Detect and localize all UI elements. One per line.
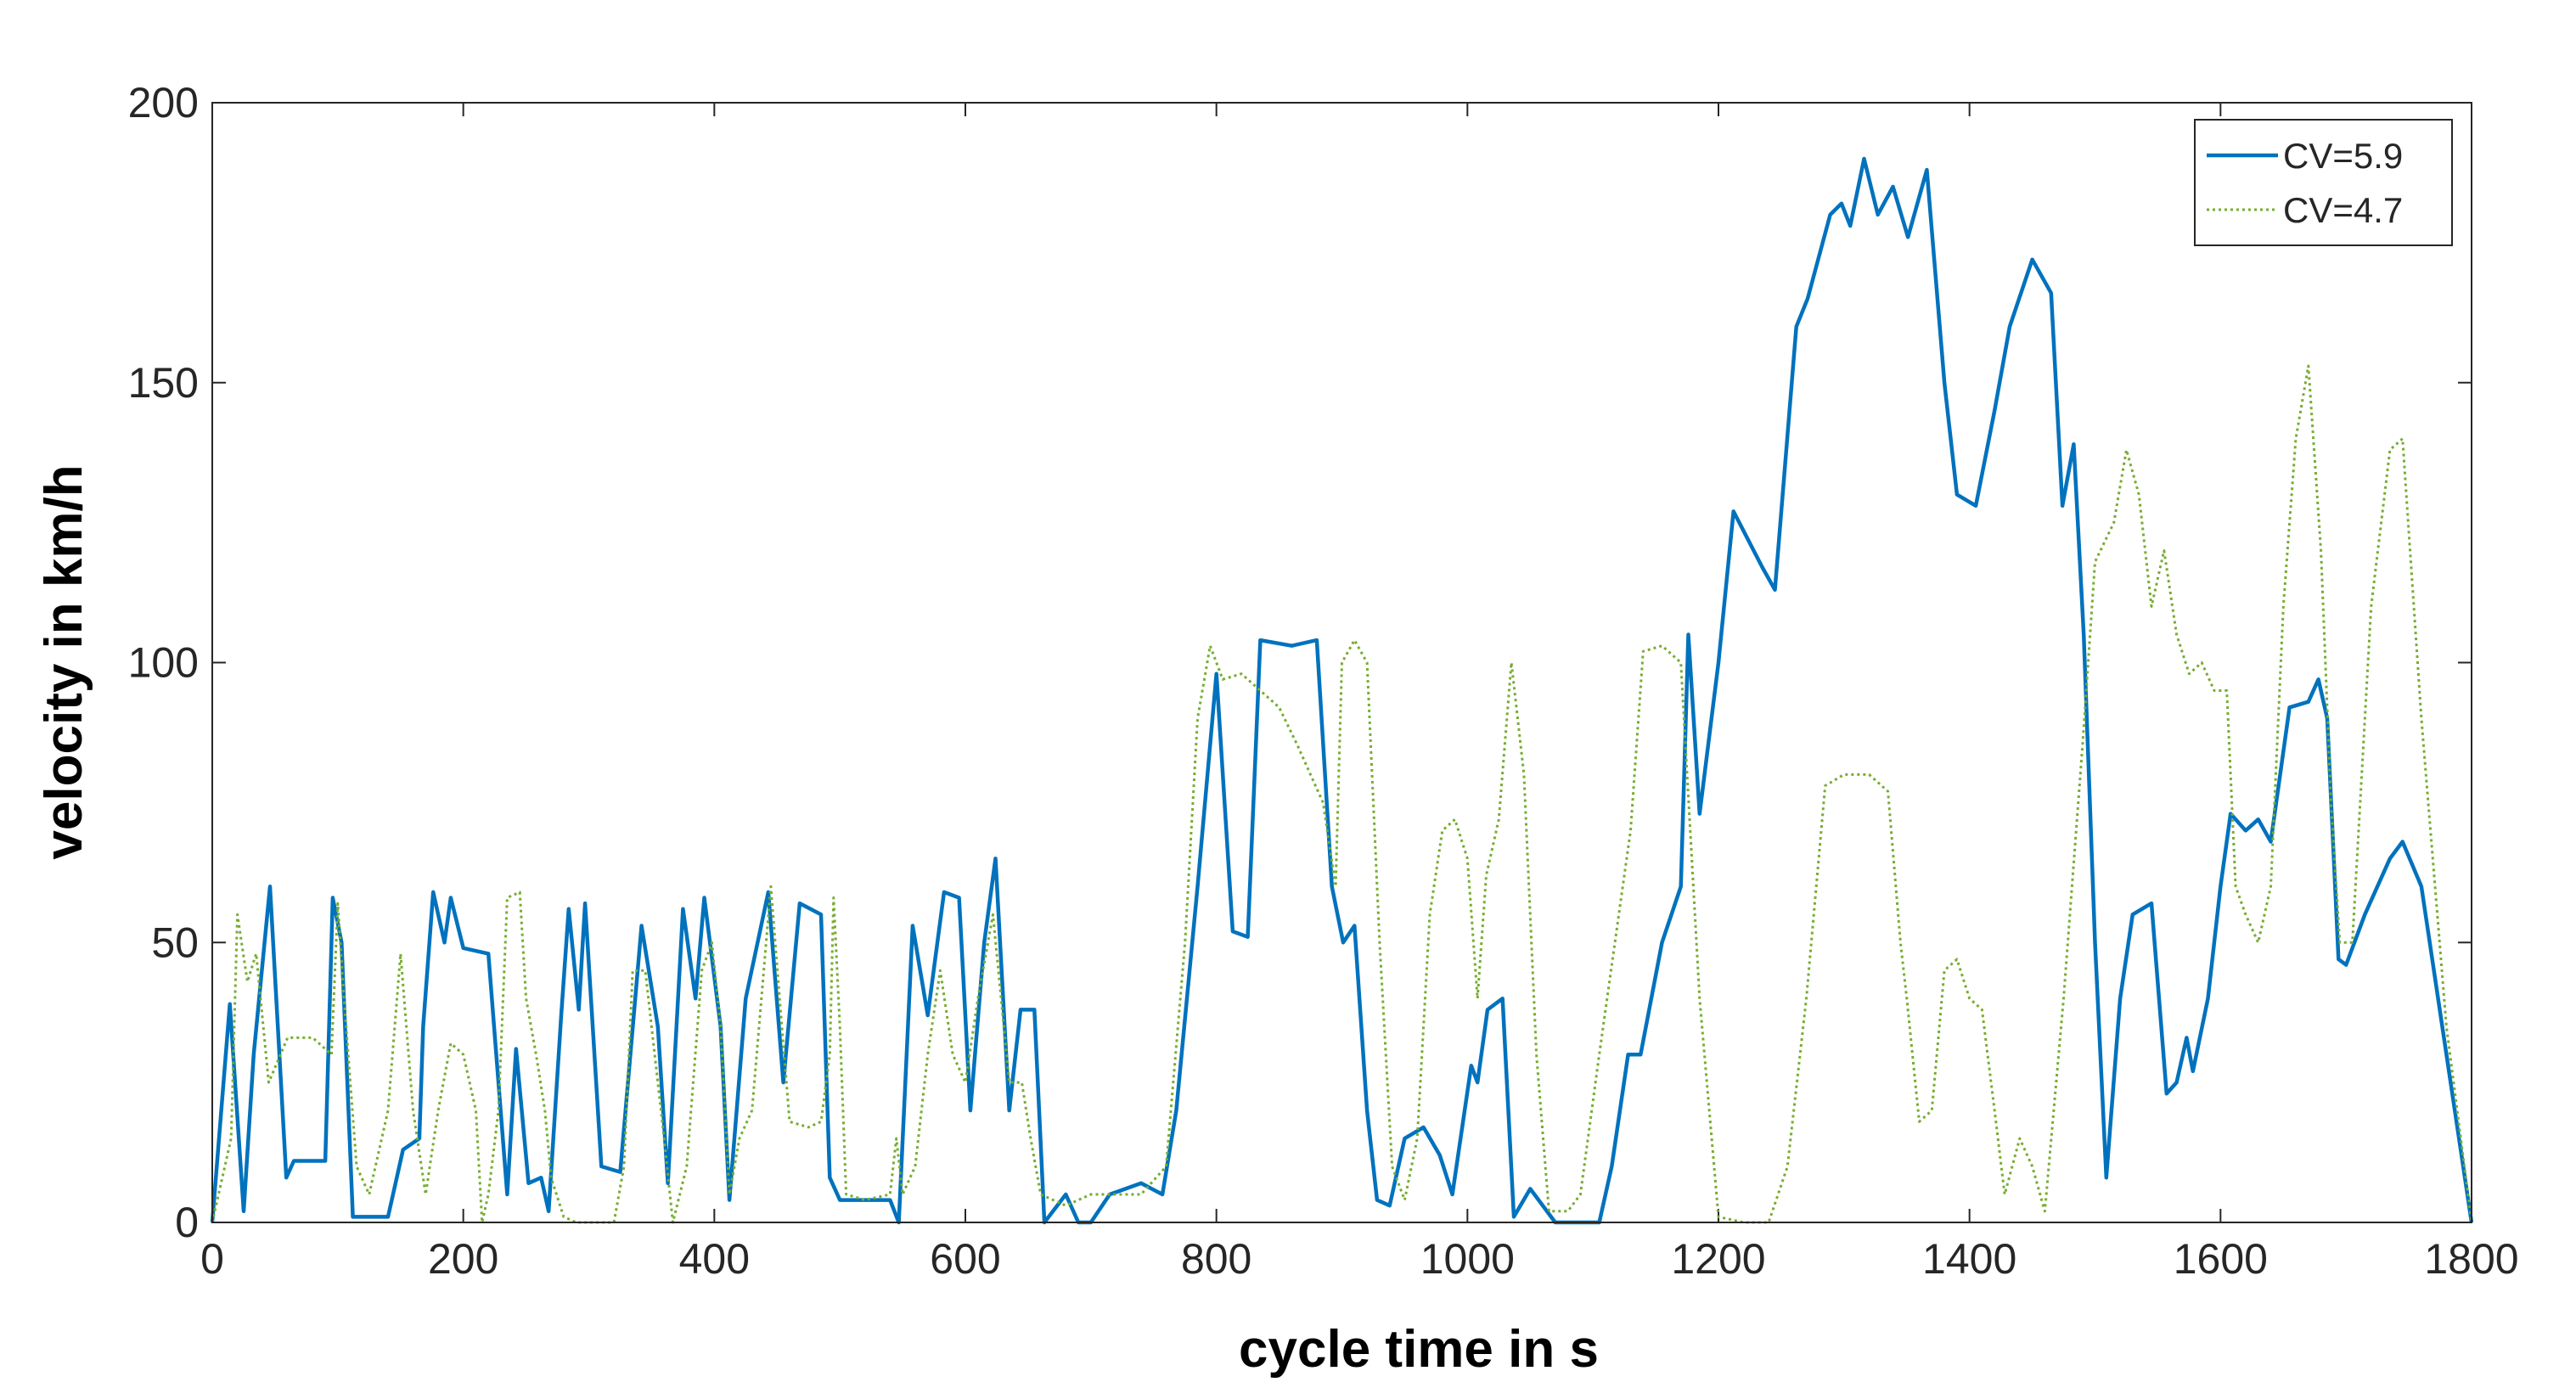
x-tick-label: 1200 — [1671, 1235, 1765, 1283]
y-tick-label: 50 — [151, 919, 199, 966]
series-line — [211, 364, 2473, 1224]
y-axis-label: velocity in km/h — [35, 464, 93, 859]
x-tick-label: 800 — [1181, 1235, 1251, 1283]
y-tick-label: 0 — [175, 1199, 199, 1246]
y-tick-label: 200 — [128, 79, 199, 126]
x-tick-label: 1400 — [1922, 1235, 2016, 1283]
x-tick-label: 1600 — [2174, 1235, 2268, 1283]
axes-box — [211, 102, 2472, 1223]
legend-label: CV=5.9 — [2283, 136, 2403, 176]
legend-box — [2194, 119, 2453, 246]
y-tick-label: 150 — [128, 359, 199, 407]
x-tick-label: 600 — [930, 1235, 1000, 1283]
x-tick-label: 1000 — [1420, 1235, 1515, 1283]
x-tick-label: 1800 — [2424, 1235, 2518, 1283]
y-tick-label: 100 — [128, 639, 199, 687]
x-axis-label: cycle time in s — [1239, 1320, 1599, 1379]
series-line — [210, 156, 2474, 1225]
x-tick-label: 200 — [428, 1235, 498, 1283]
legend-label: CV=4.7 — [2283, 190, 2403, 230]
x-tick-label: 0 — [200, 1235, 224, 1283]
x-tick-label: 400 — [679, 1235, 750, 1283]
